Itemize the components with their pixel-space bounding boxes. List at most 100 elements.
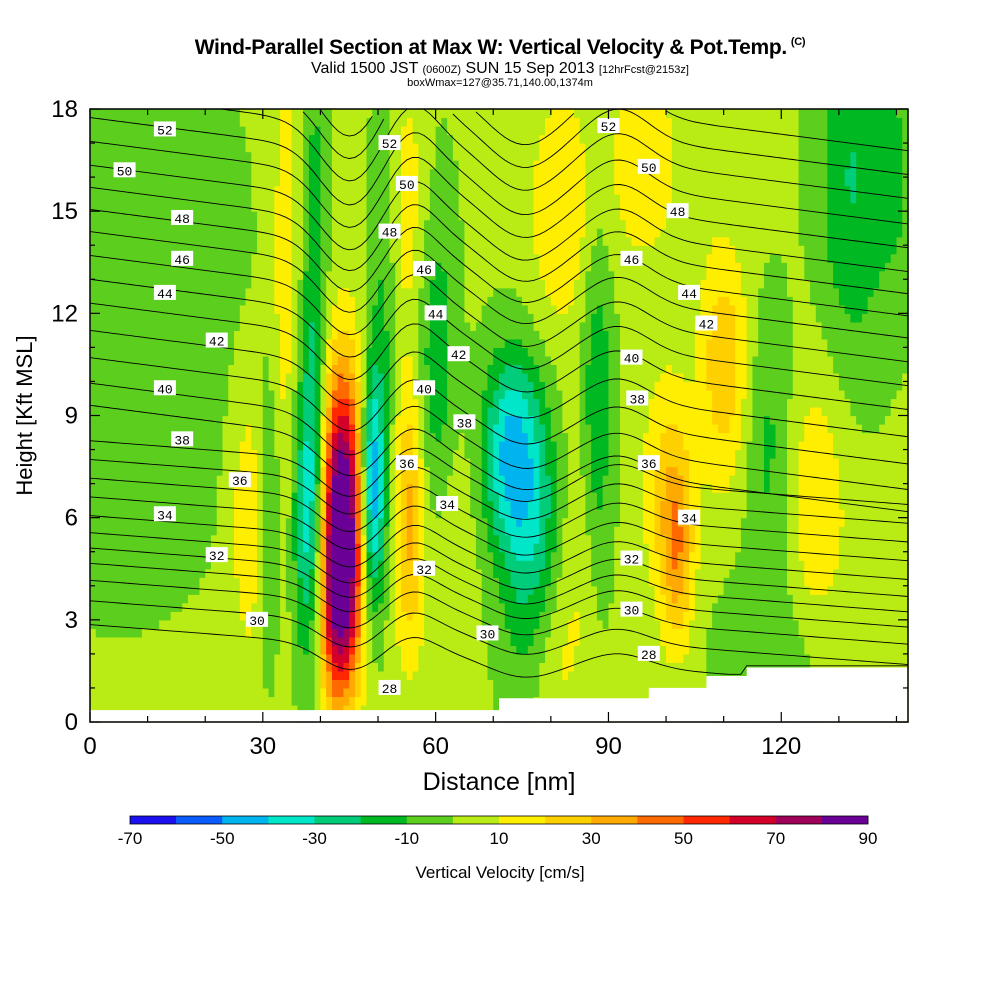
- velocity-cell: [475, 500, 483, 510]
- velocity-cell: [187, 202, 195, 212]
- velocity-cell: [360, 177, 368, 187]
- velocity-cell: [458, 279, 466, 289]
- velocity-cell: [234, 500, 241, 510]
- velocity-cell: [458, 432, 466, 442]
- velocity-cell: [113, 287, 120, 297]
- velocity-cell: [159, 483, 166, 493]
- velocity-cell: [429, 296, 437, 306]
- velocity-cell: [268, 679, 275, 689]
- velocity-cell: [487, 577, 494, 587]
- velocity-cell: [470, 594, 477, 604]
- velocity-cell: [435, 602, 442, 612]
- velocity-cell: [257, 636, 264, 646]
- velocity-cell: [210, 679, 218, 689]
- velocity-cell: [136, 424, 143, 434]
- velocity-cell: [320, 628, 327, 638]
- velocity-cell: [176, 177, 183, 187]
- velocity-cell: [303, 117, 310, 127]
- velocity-cell: [262, 466, 270, 476]
- velocity-cell: [429, 406, 437, 417]
- velocity-cell: [424, 202, 431, 212]
- velocity-cell: [234, 670, 241, 681]
- velocity-cell: [354, 134, 362, 144]
- velocity-cell: [90, 704, 97, 715]
- velocity-cell: [285, 568, 293, 578]
- velocity-cell: [205, 321, 212, 331]
- velocity-cell: [464, 458, 471, 468]
- velocity-cell: [435, 347, 442, 357]
- velocity-cell: [406, 449, 414, 459]
- velocity-cell: [349, 611, 356, 621]
- velocity-cell: [435, 551, 442, 561]
- velocity-cell: [113, 585, 120, 595]
- velocity-cell: [176, 577, 183, 587]
- velocity-cell: [136, 534, 143, 544]
- velocity-cell: [418, 287, 425, 297]
- velocity-cell: [349, 194, 356, 204]
- velocity-cell: [475, 168, 483, 178]
- velocity-cell: [429, 117, 437, 127]
- velocity-cell: [320, 355, 327, 366]
- velocity-cell: [326, 645, 333, 655]
- velocity-cell: [285, 406, 293, 417]
- velocity-cell: [291, 304, 298, 314]
- velocity-cell: [314, 313, 322, 323]
- velocity-cell: [418, 109, 425, 119]
- velocity-cell: [372, 696, 379, 706]
- velocity-cell: [228, 653, 235, 663]
- velocity-cell: [354, 389, 362, 400]
- velocity-cell: [372, 347, 379, 357]
- velocity-cell: [447, 619, 454, 629]
- velocity-cell: [118, 313, 126, 323]
- velocity-cell: [159, 185, 166, 195]
- velocity-cell: [291, 236, 298, 246]
- velocity-cell: [280, 262, 287, 272]
- velocity-cell: [308, 389, 316, 400]
- velocity-cell: [90, 483, 97, 493]
- velocity-cell: [429, 662, 437, 672]
- velocity-cell: [372, 330, 379, 340]
- velocity-cell: [435, 449, 442, 459]
- velocity-cell: [257, 185, 264, 195]
- velocity-cell: [280, 211, 287, 221]
- velocity-cell: [130, 585, 137, 595]
- velocity-cell: [239, 585, 247, 595]
- velocity-cell: [90, 585, 97, 595]
- velocity-cell: [383, 355, 391, 366]
- velocity-cell: [291, 168, 298, 178]
- velocity-cell: [95, 372, 103, 383]
- velocity-cell: [412, 628, 419, 638]
- velocity-cell: [303, 109, 310, 119]
- velocity-cell: [107, 432, 114, 442]
- velocity-cell: [90, 219, 97, 229]
- velocity-cell: [147, 126, 154, 136]
- velocity-cell: [326, 466, 333, 476]
- velocity-cell: [297, 143, 304, 153]
- velocity-cell: [395, 704, 402, 715]
- velocity-cell: [228, 109, 235, 119]
- velocity-cell: [447, 568, 454, 578]
- valid-time-line: Valid 1500 JST (0600Z) SUN 15 Sep 2013 […: [0, 60, 1000, 78]
- velocity-cell: [262, 509, 270, 519]
- velocity-cell: [337, 389, 345, 400]
- velocity-cell: [326, 509, 333, 519]
- velocity-cell: [372, 466, 379, 476]
- velocity-cell: [383, 534, 391, 544]
- velocity-cell: [481, 202, 489, 212]
- velocity-cell: [164, 611, 172, 621]
- velocity-cell: [297, 458, 304, 468]
- velocity-cell: [199, 270, 206, 280]
- velocity-cell: [441, 253, 448, 263]
- velocity-cell: [354, 262, 362, 272]
- velocity-cell: [187, 236, 195, 246]
- velocity-cell: [418, 143, 425, 153]
- velocity-cell: [141, 109, 149, 119]
- velocity-cell: [234, 194, 241, 204]
- velocity-cell: [170, 679, 178, 689]
- velocity-cell: [378, 432, 385, 442]
- velocity-cell: [458, 338, 466, 348]
- velocity-cell: [331, 389, 339, 400]
- velocity-cell: [303, 466, 310, 476]
- velocity-cell: [360, 670, 368, 681]
- velocity-cell: [389, 151, 396, 161]
